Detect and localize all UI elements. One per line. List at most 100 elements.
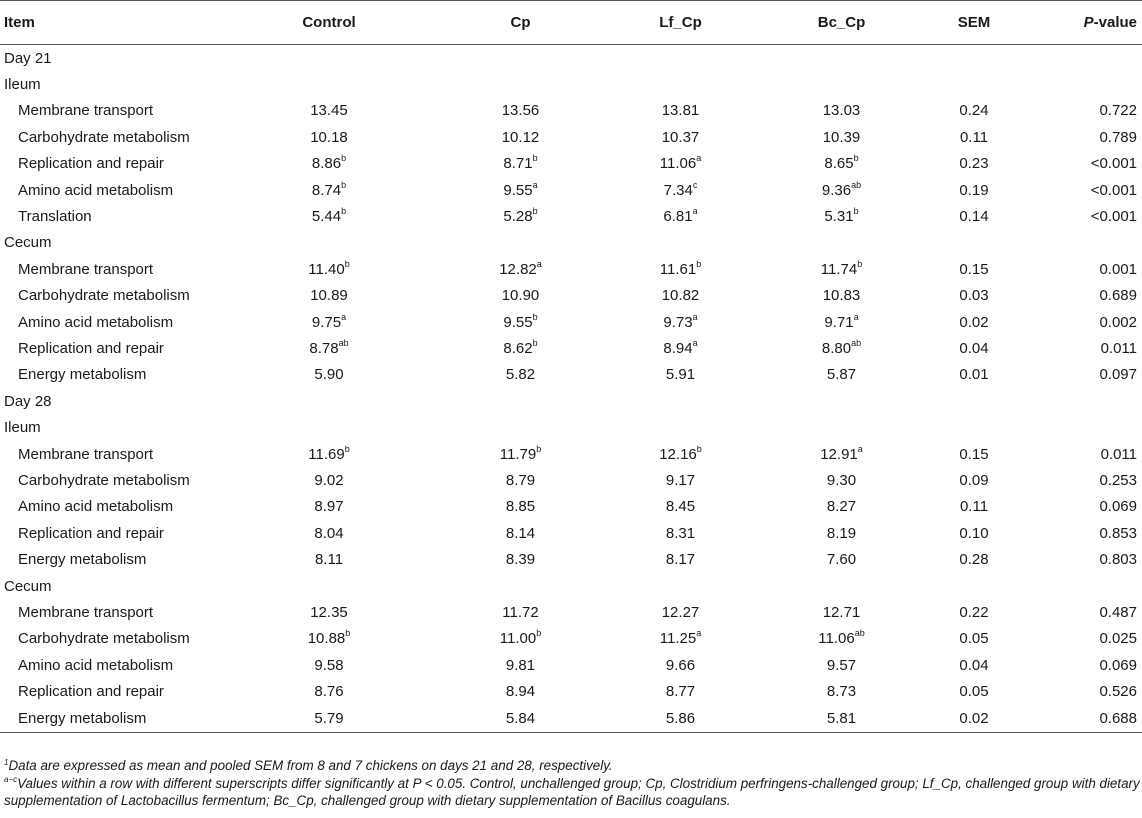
cell-control: 8.76: [215, 678, 443, 704]
row-label: Energy metabolism: [0, 704, 215, 733]
cell-sem: 0.04: [959, 656, 989, 674]
cell-value: 8.65: [824, 155, 854, 173]
footnote-2: a−cValues within a row with different su…: [0, 775, 1142, 810]
cell-value: 8.27: [826, 498, 857, 516]
cell-superscript: ab: [851, 179, 862, 190]
cell-value: 9.71: [824, 313, 854, 331]
cell-value: 11.74: [820, 260, 858, 278]
cell-bc-cp: 13.03: [763, 98, 920, 124]
cell-lf-cp: 11.25a: [598, 626, 763, 652]
table-body: Day 21 Ileum Membrane transport 13.45 13.56 1…: [0, 45, 1142, 733]
cell-value: 8.17: [665, 551, 696, 569]
cell-value: 11.00: [499, 630, 537, 648]
cell-lf-cp: 9.66: [598, 652, 763, 678]
header-control: Control: [215, 0, 443, 45]
header-p-rest: -value: [1093, 14, 1137, 31]
cell-p-value: <0.001: [1090, 155, 1137, 173]
cell-lf-cp: 9.73a: [598, 309, 763, 335]
table-row: Membrane transport 13.45 13.56 13.81 13.03 0.…: [0, 98, 1142, 124]
cell-control: 8.86b: [215, 151, 443, 177]
cell-value: 8.86: [311, 155, 342, 173]
cell-cp: 8.39: [443, 546, 598, 572]
header-p-value: P-value: [1028, 0, 1142, 45]
cell-value: 11.06: [659, 155, 697, 173]
cell-superscript: b: [532, 337, 538, 348]
cell-value: 12.82: [499, 260, 537, 278]
cell-superscript: a: [853, 311, 859, 322]
cell-p-value: 0.001: [1099, 260, 1137, 278]
cell-p-value: 0.526: [1099, 683, 1137, 701]
cell-bc-cp: 12.91a: [763, 441, 920, 467]
cell-sem: 0.02: [959, 313, 989, 331]
cell-control: 12.35: [215, 599, 443, 625]
cell-value: 8.14: [505, 524, 536, 542]
cell-bc-cp: 11.74b: [763, 256, 920, 282]
cell-sem: 0.04: [959, 339, 989, 357]
cell-value: 10.83: [822, 287, 861, 305]
cell-value: 5.28: [503, 208, 533, 226]
cell-superscript: b: [345, 628, 351, 639]
cell-cp: 10.12: [443, 124, 598, 150]
row-label: Replication and repair: [18, 683, 164, 701]
section-row: Ileum: [0, 414, 1142, 440]
section-row: Day 21: [0, 45, 1142, 72]
table-row: Membrane transport 12.35 11.72 12.27 12.71 0.…: [0, 599, 1142, 625]
cell-cp: 8.62b: [443, 335, 598, 361]
table-row: Energy metabolism 5.79 5.84 5.86 5.81 0.02 0.6…: [0, 704, 1142, 733]
table-row: Amino acid metabolism 9.75a 9.55b 9.73a 9.71…: [0, 309, 1142, 335]
row-label: Amino acid metabolism: [18, 181, 174, 199]
cell-value: 8.71: [503, 155, 533, 173]
header-lf-cp: Lf_Cp: [598, 0, 763, 45]
cell-lf-cp: 11.06a: [598, 151, 763, 177]
cell-cp: 11.72: [443, 599, 598, 625]
cell-lf-cp: 5.86: [598, 704, 763, 733]
cell-bc-cp: 8.80ab: [763, 335, 920, 361]
cell-value: 9.17: [665, 471, 696, 489]
cell-superscript: c: [692, 179, 698, 190]
table-row: Replication and repair 8.86b 8.71b 11.06a 8.…: [0, 151, 1142, 177]
row-label: Membrane transport: [18, 260, 154, 278]
cell-superscript: b: [344, 258, 350, 269]
cell-control: 8.11: [215, 546, 443, 572]
cell-sem: 0.11: [959, 498, 989, 516]
cell-sem: 0.05: [959, 683, 989, 701]
section-label: Day 28: [4, 392, 52, 410]
cell-p-value: 0.803: [1099, 551, 1137, 569]
cell-control: 8.97: [215, 494, 443, 520]
cell-value: 8.77: [665, 683, 696, 701]
cell-bc-cp: 7.60: [763, 546, 920, 572]
cell-p-value: 0.253: [1099, 471, 1137, 489]
cell-lf-cp: 8.77: [598, 678, 763, 704]
cell-lf-cp: 7.34c: [598, 177, 763, 203]
cell-superscript: b: [853, 206, 859, 217]
cell-value: 8.73: [826, 683, 857, 701]
cell-value: 8.31: [665, 524, 696, 542]
cell-value: 8.78: [309, 339, 339, 357]
cell-control: 5.44b: [215, 203, 443, 229]
cell-superscript: b: [536, 443, 542, 454]
cell-lf-cp: 12.16b: [598, 441, 763, 467]
cell-control: 11.40b: [215, 256, 443, 282]
cell-value: 12.16: [659, 445, 697, 463]
cell-value: 9.02: [314, 471, 344, 489]
table-row: Carbohydrate metabolism 10.88b 11.00b 11.25…: [0, 626, 1142, 652]
cell-value: 10.37: [661, 128, 700, 146]
cell-value: 5.81: [826, 709, 857, 727]
cell-superscript: b: [341, 206, 347, 217]
row-label: Membrane transport: [18, 603, 154, 621]
cell-value: 8.04: [314, 524, 344, 542]
cell-bc-cp: 10.39: [763, 124, 920, 150]
cell-sem: 0.10: [959, 524, 989, 542]
footnote-1-text: Data are expressed as mean and pooled SE…: [8, 758, 613, 773]
footnote-1-mark: 1: [4, 757, 9, 767]
cell-bc-cp: 9.71a: [763, 309, 920, 335]
cell-p-value: <0.001: [1090, 181, 1137, 199]
cell-superscript: ab: [338, 337, 349, 348]
cell-bc-cp: 9.57: [763, 652, 920, 678]
cell-bc-cp: 11.06ab: [763, 626, 920, 652]
table-row: Carbohydrate metabolism 9.02 8.79 9.17 9.30 0…: [0, 467, 1142, 493]
cell-cp: 5.82: [443, 362, 598, 388]
cell-p-value: 0.853: [1099, 524, 1137, 542]
cell-sem: 0.19: [959, 181, 989, 199]
cell-cp: 11.00b: [443, 626, 598, 652]
